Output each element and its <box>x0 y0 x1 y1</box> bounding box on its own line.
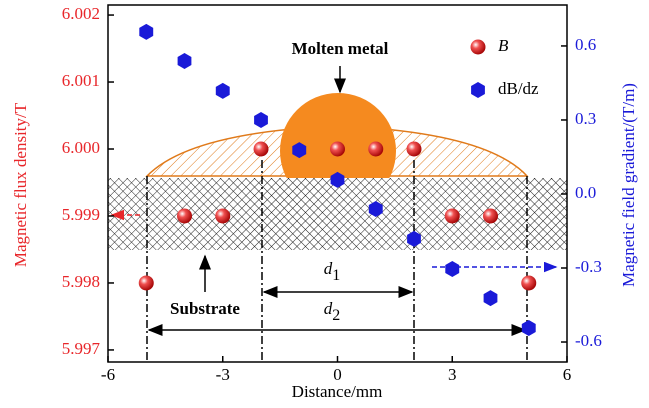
x-tick-label: 0 <box>333 365 342 384</box>
y2-tick-label: -0.6 <box>575 331 602 350</box>
legend-label: dB/dz <box>498 79 539 98</box>
legend-label: B <box>498 36 509 55</box>
y2-tick-label: 0.0 <box>575 183 596 202</box>
data-point <box>368 141 384 157</box>
data-point <box>215 82 230 99</box>
data-point <box>445 261 460 277</box>
legend-marker <box>471 82 485 98</box>
annotation: d2 <box>324 299 341 324</box>
x-tick-label: -6 <box>101 365 115 384</box>
legend-marker <box>470 39 486 55</box>
y-tick-label: 6.001 <box>62 71 100 90</box>
y-tick-label: 5.997 <box>62 339 101 358</box>
annotation-sub: 1 <box>332 267 340 284</box>
annotation-main: d <box>324 259 333 278</box>
data-point <box>330 141 345 157</box>
data-point <box>521 275 537 291</box>
data-point <box>521 320 536 336</box>
y-tick-label: 6.002 <box>62 4 100 23</box>
annotation: Molten metal <box>292 39 389 58</box>
data-point <box>483 208 498 224</box>
x-tick-label: 3 <box>448 365 457 384</box>
molten-dome <box>280 93 396 178</box>
y2-tick-label: 0.3 <box>575 109 596 128</box>
annotation-main: d <box>324 299 333 318</box>
data-point <box>406 141 422 157</box>
y2-tick-label: 0.6 <box>575 35 596 54</box>
data-point <box>444 208 460 224</box>
data-point <box>139 23 154 40</box>
data-point <box>215 208 231 224</box>
data-point <box>407 230 421 247</box>
annotation: Substrate <box>170 299 240 318</box>
x-tick-label: -3 <box>216 365 230 384</box>
y2-axis-label: Magnetic field gradient/(T/m) <box>619 83 638 287</box>
y-tick-label: 6.000 <box>62 138 100 157</box>
annotation-sub: 2 <box>332 307 340 324</box>
data-point <box>254 112 268 128</box>
data-point <box>138 275 154 291</box>
data-point <box>330 171 345 188</box>
y2-tick-label: -0.3 <box>575 257 602 276</box>
data-point <box>177 53 192 69</box>
x-tick-label: 6 <box>563 365 572 384</box>
x-axis-label: Distance/mm <box>292 382 383 401</box>
y-tick-label: 5.999 <box>62 205 100 224</box>
annotation: d1 <box>324 259 341 284</box>
y-axis-label: Magnetic flux density/T <box>11 102 30 267</box>
data-point <box>368 201 383 217</box>
data-point <box>253 141 269 157</box>
data-point <box>292 142 307 159</box>
y-tick-label: 5.998 <box>62 272 100 291</box>
data-point <box>177 208 192 224</box>
data-point <box>483 290 498 307</box>
substrate-region <box>108 178 567 250</box>
